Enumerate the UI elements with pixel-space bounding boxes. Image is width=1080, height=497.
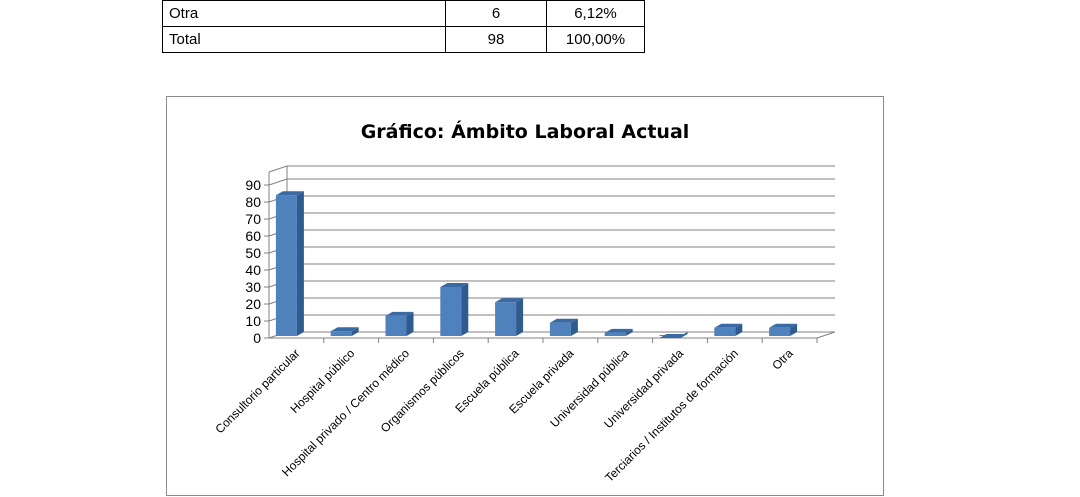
bar-front	[275, 195, 297, 336]
bar-top	[330, 327, 359, 332]
row-count: 98	[445, 26, 547, 53]
chart-grid	[268, 165, 835, 339]
bar	[714, 323, 743, 336]
bar-front	[714, 327, 736, 336]
gridline-depth	[268, 165, 288, 173]
bar-side	[735, 323, 743, 336]
row-count: 6	[445, 0, 547, 27]
x-tick-label: Consultorio particular	[212, 346, 302, 436]
bar-front	[604, 332, 626, 336]
y-tick-label: 20	[245, 296, 261, 312]
bar	[549, 318, 578, 336]
y-tick-label: 90	[245, 177, 261, 193]
bar-side	[625, 328, 633, 336]
bar-side	[351, 327, 359, 336]
chart-title: Gráfico: Ámbito Laboral Actual	[361, 120, 690, 143]
bar-top	[769, 323, 798, 328]
bar-front	[385, 315, 407, 336]
bar-front	[440, 287, 462, 336]
bar-top	[385, 311, 414, 316]
bar-side	[406, 311, 414, 336]
bar-top	[714, 323, 743, 328]
bar-side	[570, 318, 578, 336]
row-percent: 100,00%	[546, 26, 645, 53]
chart-bars	[275, 191, 798, 338]
row-label: Total	[162, 26, 446, 53]
chart-frame: Gráfico: Ámbito Laboral Actual 0 10 20 30 40…	[166, 96, 884, 496]
chart-axes	[264, 166, 836, 343]
bar-top	[275, 191, 304, 196]
bar-top	[604, 328, 633, 333]
bar	[330, 327, 359, 336]
bar-front	[549, 322, 571, 336]
bar	[604, 328, 633, 336]
bar	[769, 323, 798, 336]
bar-side	[296, 191, 304, 336]
y-tick-label: 80	[245, 194, 261, 210]
y-tick-label: 60	[245, 228, 261, 244]
bar-top	[495, 298, 524, 303]
row-percent: 6,12%	[546, 0, 645, 27]
y-tick-label: 30	[245, 279, 261, 295]
bar-top	[659, 334, 688, 338]
bar-chart: Gráfico: Ámbito Laboral Actual 010203040…	[212, 120, 836, 485]
bar	[659, 332, 688, 338]
bar-side	[790, 323, 798, 336]
bar-top	[440, 283, 469, 287]
bar-front	[330, 331, 352, 336]
bar-side	[516, 298, 524, 336]
floor-edge	[816, 331, 836, 339]
x-tick-label: Otra	[769, 346, 796, 373]
y-tick-label: 50	[245, 245, 261, 261]
bar	[440, 283, 469, 336]
bar-front	[495, 302, 517, 336]
bar	[495, 298, 524, 336]
bar-side	[461, 283, 469, 336]
y-tick-label: 0	[253, 330, 261, 346]
bar	[275, 191, 304, 336]
y-tick-label: 10	[245, 313, 261, 329]
summary-table: Otra 6 6,12% Total 98 100,00%	[162, 0, 645, 53]
bar	[385, 311, 414, 336]
y-tick-label: 70	[245, 211, 261, 227]
table-row: Otra 6 6,12%	[162, 0, 645, 27]
y-tick-label: 40	[245, 262, 261, 278]
gridline-depth	[268, 178, 288, 186]
row-label: Otra	[162, 0, 446, 27]
bar-top	[549, 318, 578, 323]
table-row: Total 98 100,00%	[162, 26, 645, 53]
bar-front	[769, 327, 791, 336]
